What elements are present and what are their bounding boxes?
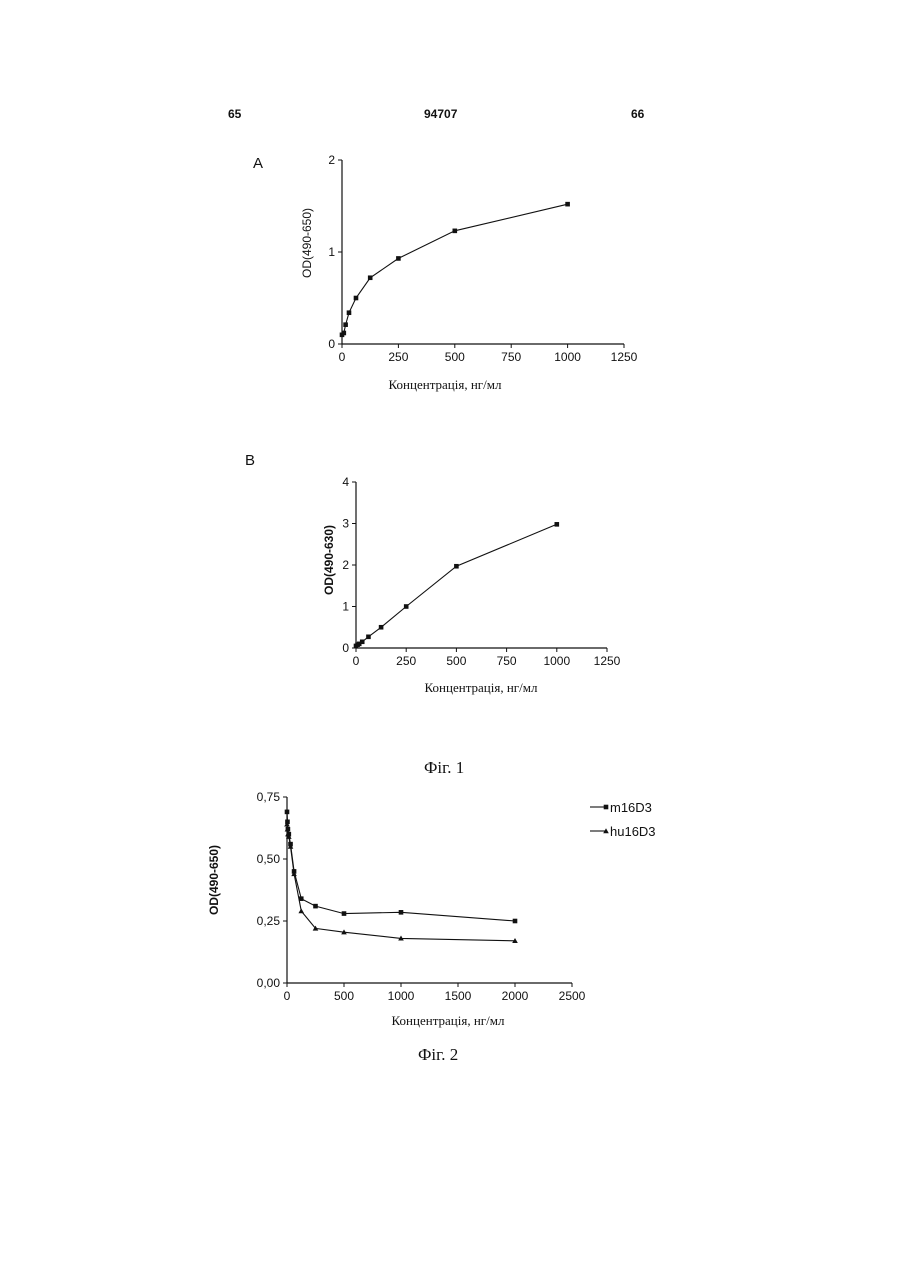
legend-marker [604,805,609,810]
x-tick-label: 1000 [388,989,415,1003]
y-tick-label: 0,75 [257,790,281,804]
data-point [313,904,318,909]
series-line-m16D3 [287,812,515,921]
legend-label: hu16D3 [610,824,656,839]
data-point [285,810,290,815]
x-tick-label: 500 [334,989,354,1003]
x-tick-label: 2500 [559,989,586,1003]
legend-label: m16D3 [610,800,652,815]
data-point [399,910,404,915]
series-line-hu16D3 [287,824,515,941]
x-axis-title: Концентрація, нг/мл [392,1013,505,1028]
data-point [513,919,518,924]
x-tick-label: 1500 [445,989,472,1003]
data-point [298,908,304,913]
y-axis-title: OD(490-650) [207,845,221,915]
x-tick-label: 0 [284,989,291,1003]
data-point [342,911,347,916]
y-tick-label: 0,00 [257,976,281,990]
x-tick-label: 2000 [502,989,529,1003]
y-tick-label: 0,25 [257,914,281,928]
y-tick-label: 0,50 [257,852,281,866]
